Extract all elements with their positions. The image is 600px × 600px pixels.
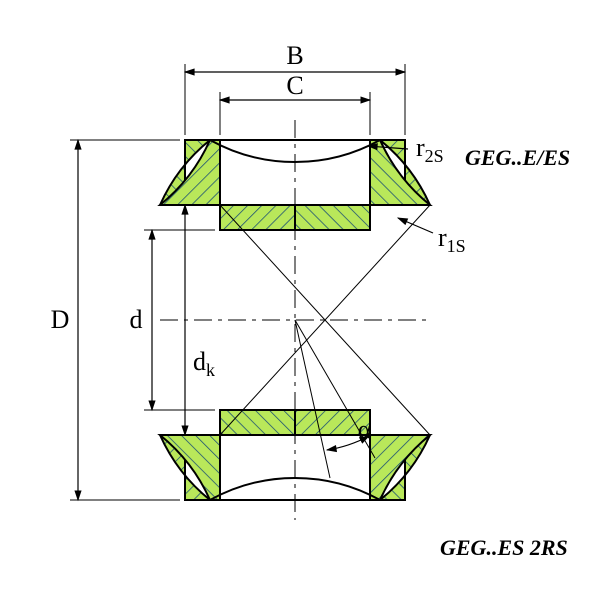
label-B: B — [286, 41, 303, 70]
label-C: C — [286, 71, 303, 100]
label-d: d — [130, 305, 143, 334]
inner-ring-section — [160, 410, 295, 500]
inner-ring-section — [295, 140, 430, 230]
label-dk: dk — [193, 347, 215, 380]
label-alpha: α — [358, 415, 372, 444]
bearing-diagram: BC Dd dk α r2S r1S GEG..E/ES GEG..ES 2RS — [0, 0, 600, 600]
alpha-ray-1 — [295, 320, 330, 478]
label-r1s: r1S — [438, 223, 466, 256]
variant-upper: GEG..E/ES — [465, 145, 570, 170]
inner-ring-section — [160, 140, 295, 230]
label-r2s: r2S — [416, 133, 444, 166]
label-D: D — [51, 305, 70, 334]
variant-lower: GEG..ES 2RS — [440, 535, 568, 560]
